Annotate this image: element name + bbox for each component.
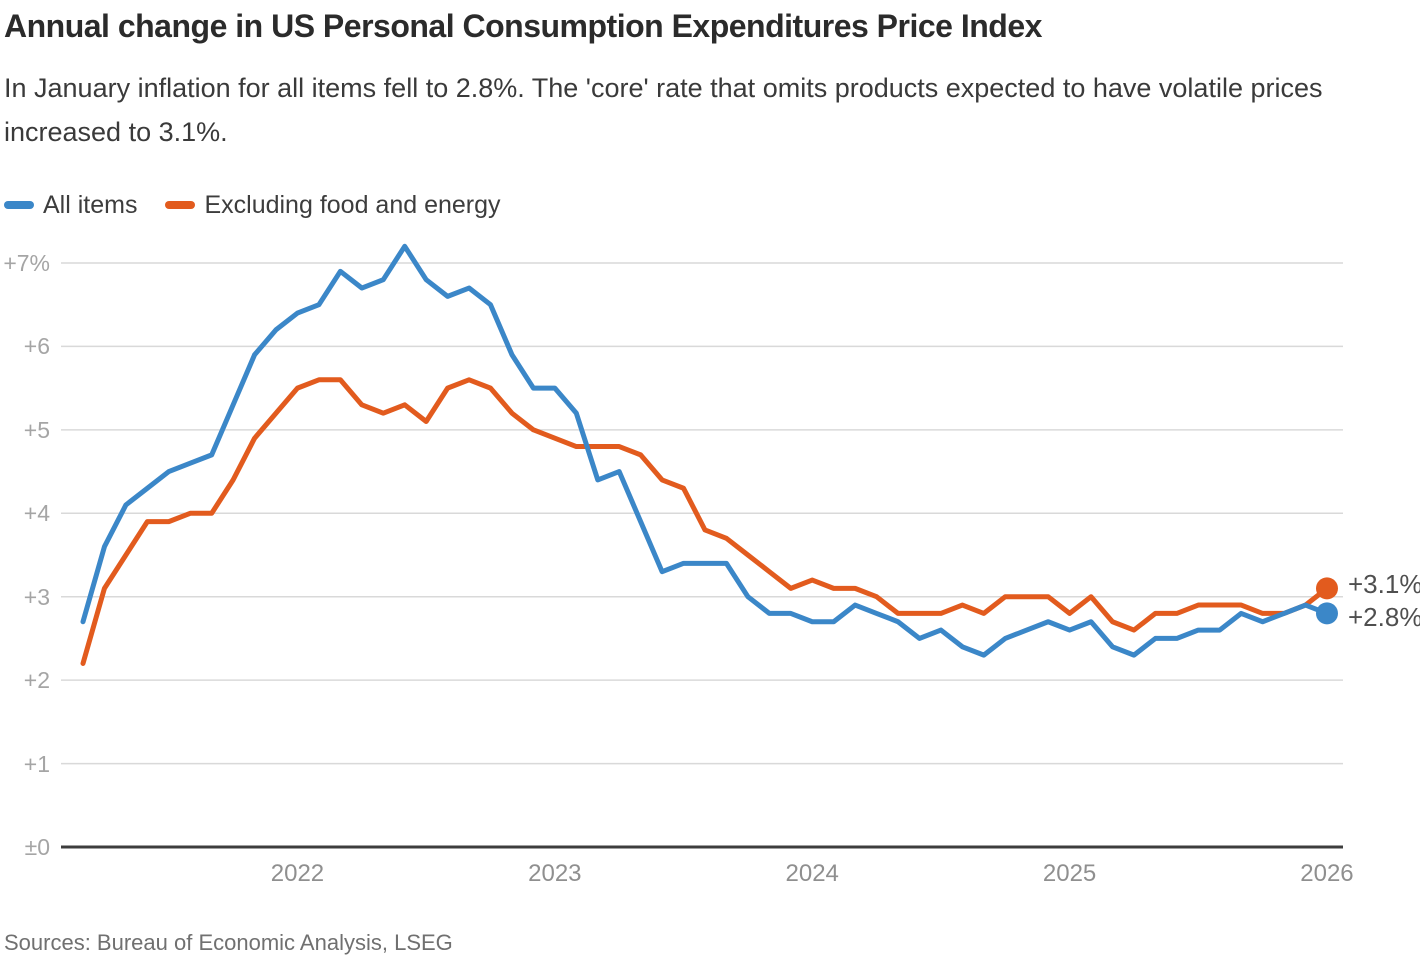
y-axis-label: +3 xyxy=(23,583,50,610)
legend: All items Excluding food and energy xyxy=(4,190,501,220)
x-axis-label: 2026 xyxy=(1300,860,1354,887)
chart-title: Annual change in US Personal Consumption… xyxy=(4,8,1042,44)
legend-label: All items xyxy=(43,190,138,219)
legend-swatch-all-items xyxy=(4,201,34,209)
legend-swatch-excluding-food-and-energy xyxy=(165,201,196,209)
x-axis-label: 2022 xyxy=(270,860,325,887)
x-axis-label: 2025 xyxy=(1042,860,1097,887)
x-axis-label: 2024 xyxy=(785,860,839,887)
all-items-end-label: +2.8% xyxy=(1348,602,1420,633)
chart-subtitle: In January inflation for all items fell … xyxy=(4,73,1323,147)
legend-label: Excluding food and energy xyxy=(204,190,501,219)
sources-note: Sources: Bureau of Economic Analysis, LS… xyxy=(4,930,453,955)
excluding-food-and-energy-end-label: +3.1% xyxy=(1348,569,1420,600)
excluding-food-and-energy-line xyxy=(80,377,1330,666)
y-axis-label: +1 xyxy=(23,750,50,777)
excluding-food-and-energy-end-dot xyxy=(1315,577,1338,600)
y-axis-label: +4 xyxy=(23,500,50,527)
y-axis-label: +5 xyxy=(23,416,50,443)
all-items-line xyxy=(80,243,1330,658)
all-items-end-dot xyxy=(1315,602,1338,625)
y-axis-label: +7% xyxy=(3,249,50,276)
y-axis-label: ±0 xyxy=(24,834,50,860)
legend-item-excluding-food-and-energy: Excluding food and energy xyxy=(165,190,501,220)
y-axis-label: +6 xyxy=(23,333,50,360)
y-axis-label: +2 xyxy=(23,667,50,694)
x-axis-label: 2023 xyxy=(528,860,582,887)
legend-item-all-items: All items xyxy=(4,191,137,220)
